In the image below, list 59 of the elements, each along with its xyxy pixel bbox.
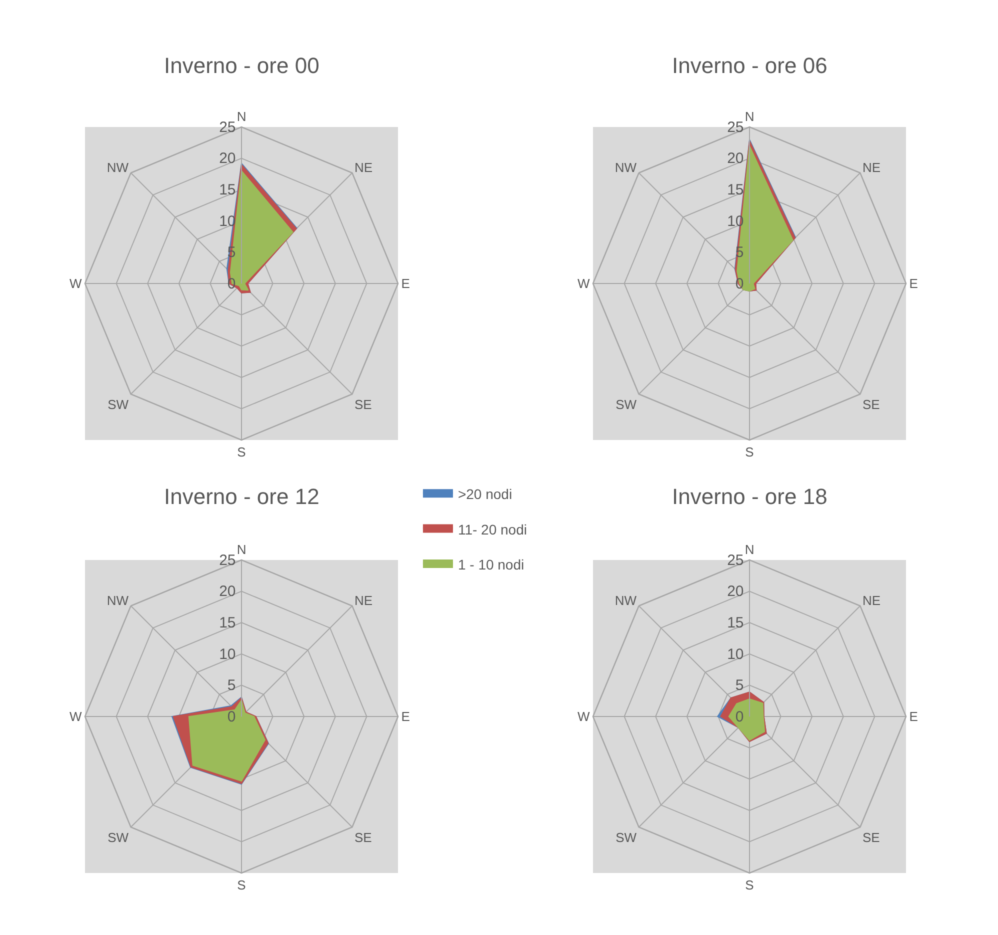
spoke-label: S [237, 444, 246, 460]
chart-title: Inverno - ore 18 [672, 484, 828, 509]
spoke-label: NE [354, 592, 373, 608]
chart-title: Inverno - ore 06 [672, 53, 828, 78]
spoke-label: SW [616, 396, 638, 412]
y-tick-label: 25 [219, 552, 236, 569]
spoke-label: SW [108, 396, 130, 412]
legend-label: 11- 20 nodi [458, 521, 527, 538]
spoke-label: SW [616, 830, 638, 845]
legend-label: >20 nodi [458, 486, 512, 502]
y-tick-label: 25 [727, 118, 744, 136]
spoke-label: N [744, 109, 754, 124]
y-tick-label: 20 [219, 150, 236, 168]
spoke-label: S [237, 877, 246, 892]
spoke-label: W [69, 709, 82, 724]
y-tick-label: 5 [735, 677, 744, 694]
spoke-label: E [909, 276, 918, 292]
y-tick-label: 20 [727, 583, 744, 600]
spoke-label: NW [106, 160, 130, 175]
y-tick-label: 20 [727, 150, 744, 168]
spoke-label: N [744, 542, 754, 558]
spoke-label: SE [354, 396, 372, 412]
spoke-label: S [745, 444, 754, 460]
y-tick-label: 0 [227, 275, 236, 292]
spoke-label: W [577, 709, 590, 724]
y-tick-label: 0 [227, 708, 236, 726]
y-tick-label: 15 [219, 614, 236, 632]
spoke-label: NW [614, 160, 638, 175]
y-tick-label: 10 [727, 646, 744, 663]
y-tick-label: 15 [727, 181, 744, 198]
spoke-label: NE [862, 592, 881, 608]
chart-title: Inverno - ore 12 [164, 484, 320, 509]
y-tick-label: 15 [219, 181, 236, 198]
spoke-label: W [577, 276, 590, 292]
spoke-label: NW [614, 592, 638, 608]
y-tick-label: 5 [227, 677, 236, 694]
spoke-label: SE [862, 830, 880, 845]
y-tick-label: 25 [727, 552, 744, 569]
spoke-label: SE [862, 396, 880, 412]
y-tick-label: 20 [219, 583, 236, 600]
y-tick-label: 25 [219, 118, 236, 136]
spoke-label: W [69, 276, 82, 292]
y-tick-label: 15 [727, 614, 744, 632]
spoke-label: E [909, 709, 918, 724]
spoke-label: SE [354, 830, 372, 845]
spoke-label: NE [862, 160, 881, 175]
spoke-label: S [745, 877, 754, 892]
legend-label: 1 - 10 nodi [458, 556, 524, 572]
spoke-label: E [401, 276, 410, 292]
spoke-label: NE [354, 160, 373, 175]
spoke-label: SW [108, 830, 130, 845]
spoke-label: E [401, 709, 410, 724]
chart-title: Inverno - ore 00 [164, 53, 320, 78]
y-tick-label: 0 [735, 708, 744, 726]
spoke-label: NW [106, 592, 130, 608]
spoke-label: N [236, 109, 246, 124]
spoke-label: N [236, 542, 246, 558]
y-tick-label: 10 [219, 646, 236, 663]
y-tick-label: 5 [227, 244, 236, 262]
